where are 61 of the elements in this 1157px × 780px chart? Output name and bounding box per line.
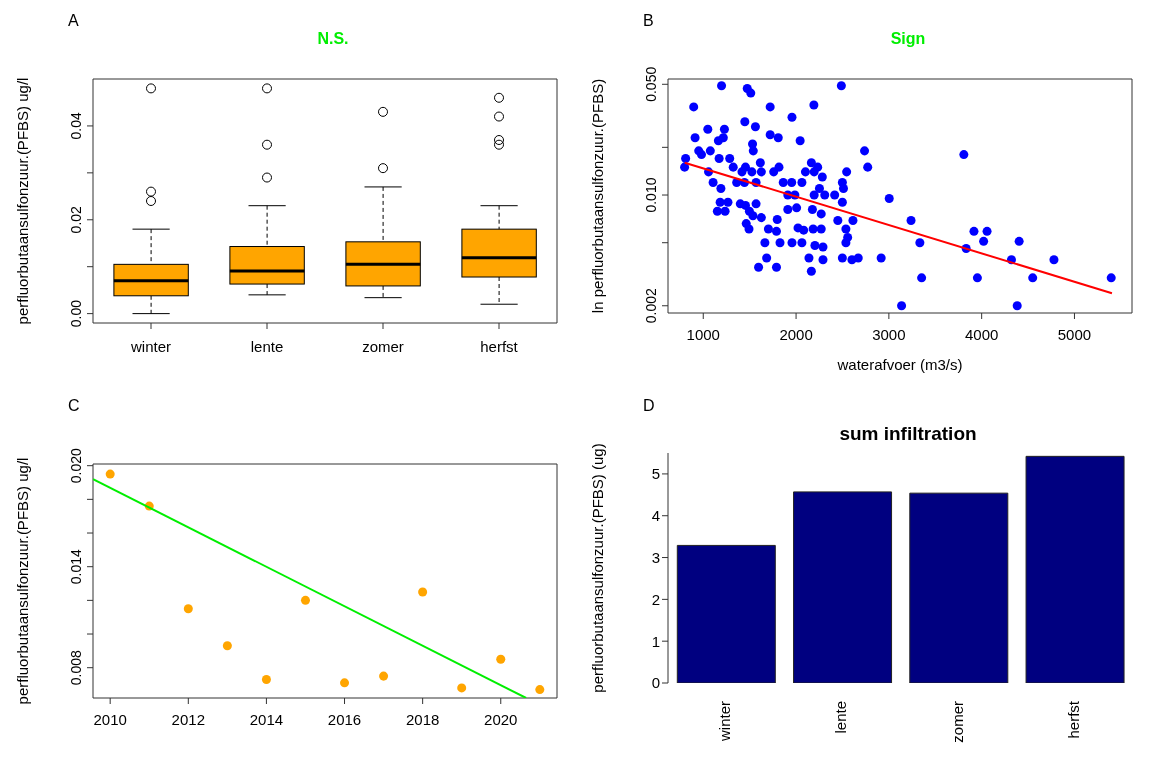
point: [379, 671, 389, 681]
x-tick-label: lente: [250, 337, 284, 355]
y-axis-title: ln perfluorbutaansulfonzuur.(PFBS): [589, 78, 607, 314]
point: [418, 587, 428, 597]
text: D: [643, 397, 655, 415]
bar: [676, 544, 776, 683]
point: [496, 654, 506, 664]
x-tick-label: herfst: [1064, 700, 1082, 739]
y-tick-label: 0.04: [68, 112, 84, 140]
y-tick-label: 1: [651, 632, 660, 650]
point: [105, 469, 115, 479]
y-axis-title: perfluorbutaansulfonzuur.(PFBS) ug/l: [14, 457, 32, 705]
text: A: [68, 12, 79, 30]
bar: [1025, 455, 1125, 683]
y-axis-title: perfluorbutaansulfonzuur.(PFBS) (ug): [589, 443, 607, 693]
x-tick-label: winter: [716, 701, 734, 743]
y-axis-title: perfluorbutaansulfonzuur.(PFBS) ug/l: [14, 77, 32, 325]
y-tick-label: 0.008: [68, 649, 84, 686]
x-tick-label: lente: [832, 701, 850, 734]
y-tick-label: 0.020: [68, 447, 84, 484]
chart-title: sum infiltration: [838, 423, 978, 445]
chart-title: N.S.: [316, 30, 350, 48]
bar: [909, 492, 1009, 683]
y-tick-label: 0.050: [643, 66, 659, 102]
point: [535, 685, 545, 695]
x-tick-label: 2012: [171, 710, 205, 728]
x-tick-label: zomer: [362, 337, 404, 355]
x-tick-label: 1000: [686, 325, 720, 343]
point: [261, 674, 271, 684]
point: [222, 641, 232, 651]
x-tick-label: 4000: [964, 325, 999, 343]
y-tick-label: 0.00: [68, 299, 84, 328]
x-tick-label: 2020: [484, 710, 518, 728]
y-tick-label: 0.002: [643, 288, 659, 324]
x-tick-label: winter: [129, 337, 172, 355]
x-axis-title: waterafvoer (m3/s): [836, 355, 963, 373]
y-tick-label: 3: [651, 548, 660, 566]
point: [457, 683, 467, 693]
point: [300, 595, 310, 605]
y-tick-label: 0.014: [68, 548, 84, 585]
y-tick-label: 0: [651, 674, 660, 692]
y-tick-label: 5: [651, 465, 660, 483]
bar: [793, 491, 893, 683]
x-tick-label: 2018: [405, 710, 440, 728]
x-tick-label: herfst: [480, 337, 519, 355]
y-tick-label: 0.02: [68, 205, 84, 234]
x-tick-label: 2010: [93, 710, 127, 728]
y-tick-label: 0.010: [643, 177, 659, 213]
x-tick-label: 2000: [779, 325, 813, 343]
x-tick-label: 5000: [1057, 325, 1092, 343]
text: C: [68, 397, 80, 415]
x-tick-label: zomer: [948, 701, 966, 743]
point: [183, 604, 193, 614]
y-tick-label: 2: [651, 590, 660, 608]
x-tick-label: 3000: [872, 325, 906, 343]
y-tick-label: 4: [651, 507, 660, 525]
text: B: [643, 12, 654, 30]
x-tick-label: 2016: [327, 710, 362, 728]
x-tick-label: 2014: [249, 710, 284, 728]
chart-title: Sign: [889, 30, 927, 48]
point: [340, 678, 350, 688]
